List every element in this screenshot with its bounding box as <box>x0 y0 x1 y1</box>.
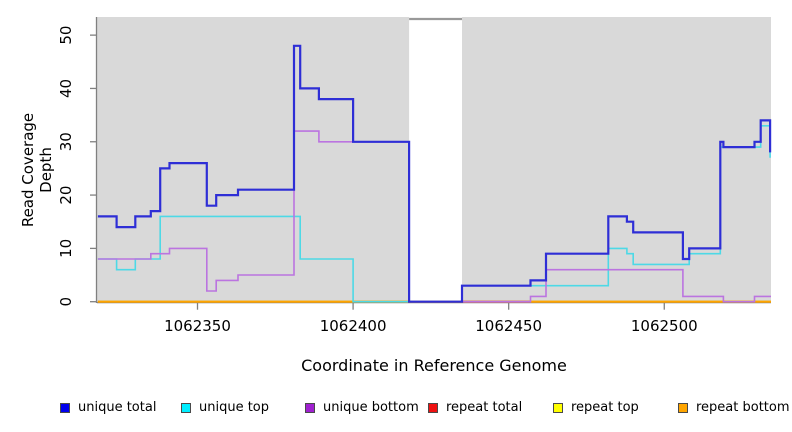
y-tick-label: 50 <box>57 26 75 45</box>
y-tick-label: 40 <box>57 79 75 98</box>
y-tick-label: 30 <box>57 132 75 151</box>
coverage-gap <box>409 16 463 303</box>
x-tick-label: 1062450 <box>475 317 542 335</box>
x-tick-label: 1062350 <box>164 317 231 335</box>
y-tick-label: 20 <box>57 186 75 205</box>
y-tick-label: 10 <box>57 239 75 258</box>
unique-total-line <box>97 44 772 303</box>
x-axis-title: Coordinate in Reference Genome <box>301 356 567 375</box>
y-tick-label: 0 <box>57 297 75 307</box>
unique-bottom-line <box>97 130 771 303</box>
y-axis-title: Read Coverage Depth <box>19 112 55 228</box>
x-tick-label: 1062500 <box>631 317 698 335</box>
x-tick-label: 1062400 <box>320 317 387 335</box>
